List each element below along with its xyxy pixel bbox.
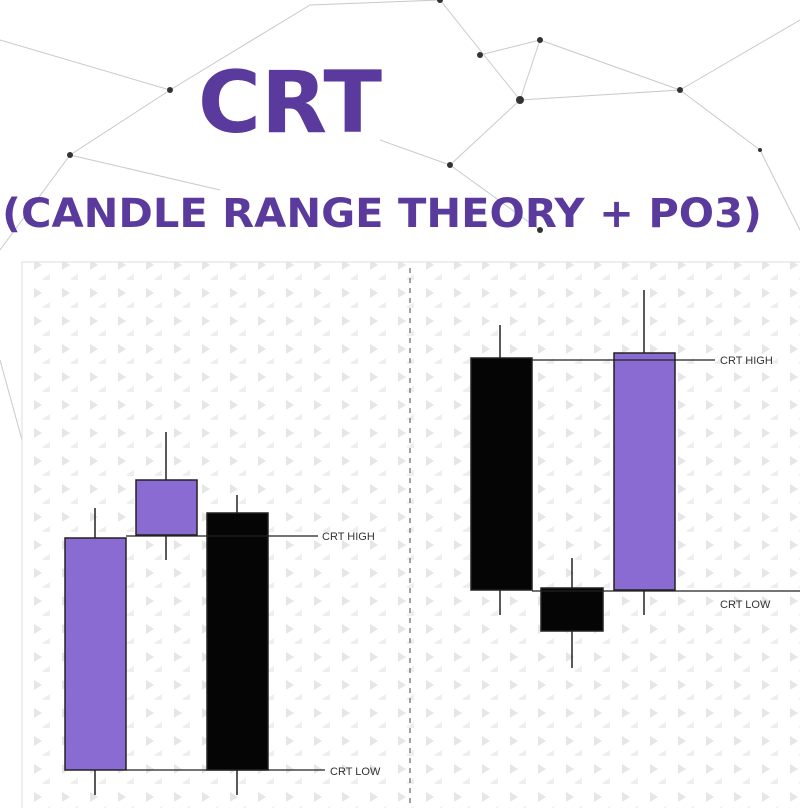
bullish-candle <box>64 537 127 771</box>
bullish-candle <box>135 479 198 536</box>
bearish-candle <box>540 587 604 632</box>
bearish-candle <box>206 512 269 771</box>
crt-low-label: CRT LOW <box>720 599 771 611</box>
crt-high-label: CRT HIGH <box>720 355 773 367</box>
subtitle: (CANDLE RANGE THEORY + PO3) <box>2 191 762 237</box>
bullish-candle <box>613 352 676 591</box>
crt-low-label: CRT LOW <box>330 766 381 778</box>
crt-high-label: CRT HIGH <box>322 531 375 543</box>
bearish-candle <box>470 357 533 591</box>
network-background <box>0 0 800 441</box>
title: CRT <box>198 53 382 153</box>
